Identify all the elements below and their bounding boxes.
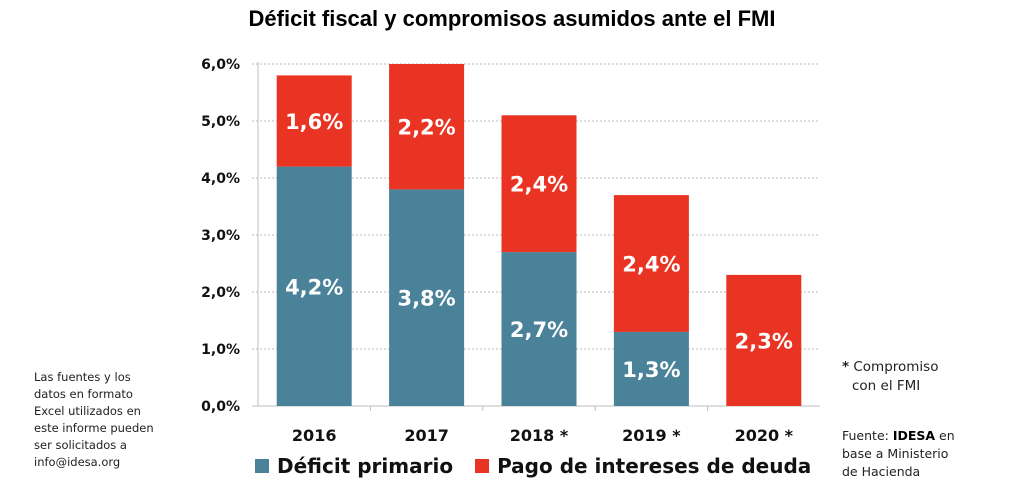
data-label: 3,8% xyxy=(397,287,455,311)
data-labels: 4,2% 1,6% 3,8% 2,2% 2,7% 2,4% 1,3% 2,4% 2,3% xyxy=(285,110,793,382)
y-tick-label: 5,0% xyxy=(201,114,240,130)
source-prefix: Fuente: xyxy=(842,428,893,443)
bar-segment-pago-intereses xyxy=(501,115,577,253)
data-label: 2,4% xyxy=(622,253,680,277)
data-label: 2,4% xyxy=(510,173,568,197)
legend-swatch xyxy=(255,459,269,473)
y-tick-label: 3,0% xyxy=(201,228,240,244)
footnote-line: Compromiso xyxy=(853,359,939,375)
legend-label: Déficit primario xyxy=(277,454,454,478)
note-line: este informe pueden xyxy=(34,421,154,435)
data-label: 2,2% xyxy=(397,116,455,140)
footnote-line: con el FMI xyxy=(852,378,921,394)
x-tick-label: 2016 xyxy=(292,426,337,445)
note-line: ser solicitados a xyxy=(34,438,127,452)
bars xyxy=(276,64,802,406)
x-tick-label: 2017 xyxy=(404,426,449,445)
y-tick-label: 6,0% xyxy=(201,57,240,73)
note-line: Las fuentes y los xyxy=(34,370,131,384)
footnote: * Compromiso con el FMI xyxy=(842,358,938,396)
bar-segment-deficit-primario xyxy=(613,331,689,406)
bar-segment-pago-intereses xyxy=(613,195,689,332)
asterisk-icon: * xyxy=(842,359,850,375)
data-label: 4,2% xyxy=(285,275,343,299)
x-tick-label: 2018 * xyxy=(510,426,569,445)
source-suffix: en xyxy=(935,428,955,443)
chart-title: Déficit fiscal y compromisos asumidos an… xyxy=(248,6,776,31)
bar-segment-pago-intereses xyxy=(276,75,352,167)
data-availability-note: Las fuentes y los datos en formato Excel… xyxy=(34,369,184,471)
legend-swatch xyxy=(475,459,490,473)
x-tick-label: 2019 * xyxy=(622,426,681,445)
data-label: 2,7% xyxy=(510,318,568,342)
x-tick-label: 2020 * xyxy=(735,426,794,445)
x-axis-ticks: 2016 2017 2018 * 2019 * 2020 * xyxy=(292,426,794,445)
bar-segment-pago-intereses xyxy=(726,274,802,406)
source-line: base a Ministerio xyxy=(842,446,949,461)
data-label: 1,3% xyxy=(622,358,680,382)
data-label: 1,6% xyxy=(285,110,343,134)
source-org: IDESA xyxy=(892,428,936,443)
bar-segment-deficit-primario xyxy=(389,189,465,406)
legend-item-pago-intereses: Pago de intereses de deuda xyxy=(475,454,811,478)
y-tick-label: 2,0% xyxy=(201,285,240,301)
legend: Déficit primario Pago de intereses de de… xyxy=(255,454,833,478)
bar-segment-deficit-primario xyxy=(276,166,352,406)
bar-segment-pago-intereses xyxy=(389,64,465,190)
note-line: Excel utilizados en xyxy=(34,404,141,418)
y-axis-ticks: 0,0% 1,0% 2,0% 3,0% 4,0% 5,0% 6,0% xyxy=(201,57,240,415)
y-tick-label: 4,0% xyxy=(201,171,240,187)
source-line: de Hacienda xyxy=(842,464,921,479)
legend-label: Pago de intereses de deuda xyxy=(497,454,812,478)
note-line: info@idesa.org xyxy=(34,455,121,469)
source-note: Fuente: IDESA en base a Ministerio de Ha… xyxy=(842,427,955,481)
note-line: datos en formato xyxy=(34,387,133,401)
y-tick-label: 0,0% xyxy=(201,399,240,415)
bar-segment-deficit-primario xyxy=(501,252,577,406)
y-tick-label: 1,0% xyxy=(201,342,240,358)
data-label: 2,3% xyxy=(735,329,793,353)
legend-item-deficit-primario: Déficit primario xyxy=(255,454,453,478)
